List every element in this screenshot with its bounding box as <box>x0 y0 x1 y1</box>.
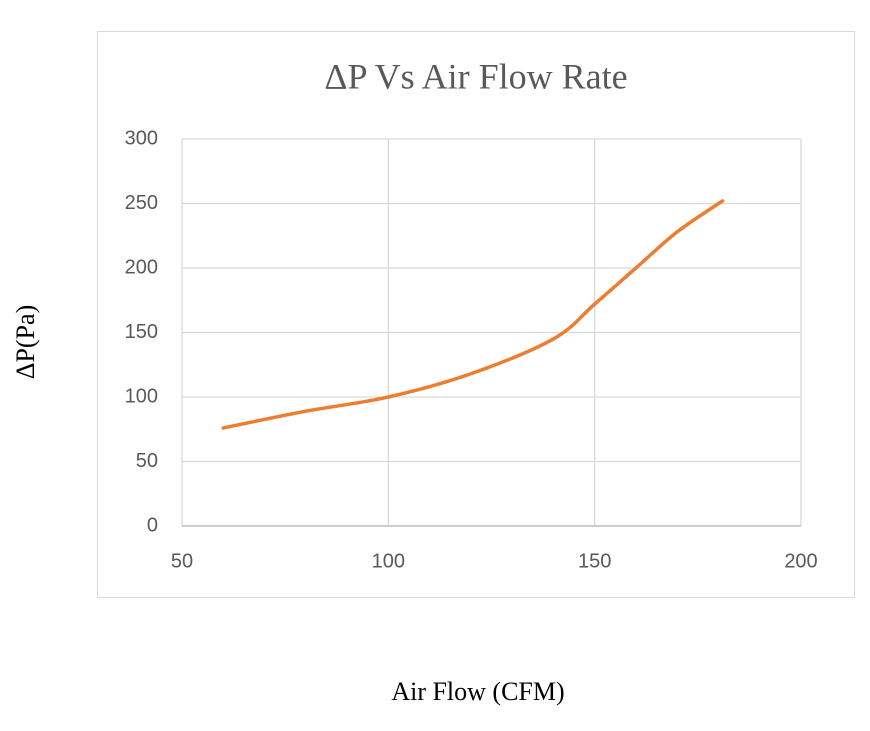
y-tick-label: 300 <box>125 127 158 149</box>
y-tick-label: 150 <box>125 321 158 343</box>
y-tick-label: 250 <box>125 192 158 214</box>
y-tick-label: 0 <box>147 514 158 536</box>
data-line <box>221 199 725 430</box>
x-tick-label: 50 <box>171 550 193 572</box>
chart-title: ΔP Vs Air Flow Rate <box>324 56 627 96</box>
y-tick-label: 100 <box>125 385 158 407</box>
x-axis-label: Air Flow (CFM) <box>391 677 564 706</box>
y-tick-label: 50 <box>136 450 158 472</box>
x-tick-label: 100 <box>372 550 405 572</box>
y-axis-label: ΔP(Pa) <box>11 305 40 380</box>
chart-frame <box>97 31 855 598</box>
x-tick-label: 150 <box>578 550 611 572</box>
y-tick-label: 200 <box>125 256 158 278</box>
x-tick-label: 200 <box>784 550 817 572</box>
